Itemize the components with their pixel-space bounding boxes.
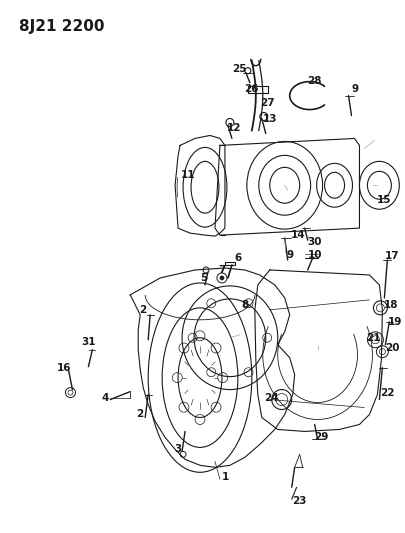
Text: 15: 15 (376, 195, 391, 205)
Text: 8: 8 (241, 300, 248, 310)
Text: 16: 16 (57, 362, 72, 373)
Text: 28: 28 (307, 76, 321, 86)
Text: 24: 24 (264, 392, 278, 402)
Text: 21: 21 (365, 333, 380, 343)
Text: 23: 23 (292, 496, 306, 506)
Text: 11: 11 (180, 171, 195, 180)
Text: 9: 9 (286, 250, 292, 260)
Text: 14: 14 (290, 230, 304, 240)
Text: 9: 9 (351, 84, 358, 94)
Text: 1: 1 (222, 472, 229, 482)
Text: 31: 31 (81, 337, 96, 347)
Text: 7: 7 (218, 265, 225, 275)
Text: 27: 27 (260, 98, 275, 108)
Text: 2: 2 (139, 305, 147, 315)
Text: 26: 26 (244, 84, 258, 94)
Text: 4: 4 (101, 392, 109, 402)
Text: 20: 20 (384, 343, 399, 353)
Text: 2: 2 (136, 409, 143, 419)
Text: 5: 5 (200, 273, 207, 283)
Text: 17: 17 (384, 251, 399, 261)
Text: 13: 13 (262, 114, 276, 124)
Text: 22: 22 (379, 387, 394, 398)
Text: 12: 12 (226, 124, 241, 133)
Text: 18: 18 (383, 300, 398, 310)
Text: 29: 29 (313, 432, 328, 442)
Text: 10: 10 (307, 250, 321, 260)
Circle shape (220, 276, 224, 280)
Text: 30: 30 (307, 237, 321, 247)
Text: 19: 19 (387, 317, 401, 327)
Text: 3: 3 (174, 445, 181, 454)
Text: 8J21 2200: 8J21 2200 (19, 19, 104, 34)
Text: 25: 25 (232, 63, 247, 74)
Text: 6: 6 (234, 253, 241, 263)
